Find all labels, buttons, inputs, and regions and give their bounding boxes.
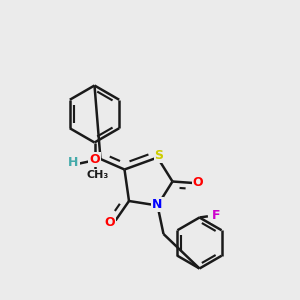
Text: O: O [104,215,115,229]
Text: O: O [193,176,203,190]
Text: O: O [89,153,100,166]
Text: F: F [212,209,220,222]
Text: CH₃: CH₃ [87,169,109,180]
Text: N: N [152,197,163,211]
Text: H: H [68,155,79,169]
Text: S: S [154,148,164,162]
